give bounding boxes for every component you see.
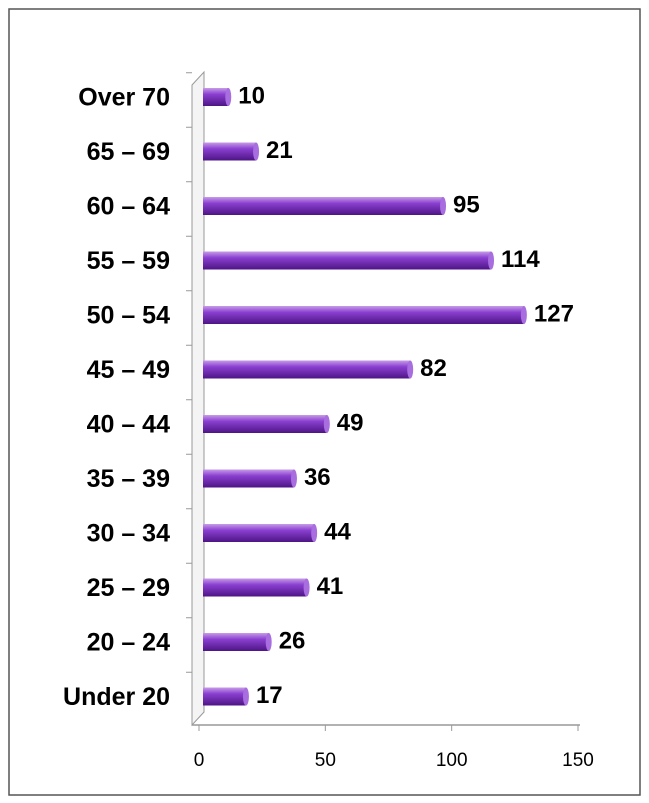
bar-cap	[311, 524, 318, 542]
bar-cap	[323, 415, 330, 433]
bar-cap	[488, 251, 495, 270]
bar-cap	[242, 687, 249, 706]
bar	[203, 306, 524, 324]
value-label: 95	[453, 191, 480, 218]
y-tick-label: 55 – 59	[87, 247, 170, 275]
value-label: 127	[534, 300, 574, 327]
bar	[203, 142, 257, 161]
bar	[203, 524, 315, 542]
bar-cap	[303, 578, 310, 597]
value-label: 82	[420, 355, 447, 382]
y-tick-label: Under 20	[63, 683, 170, 711]
bar	[203, 360, 411, 379]
y-tick-label: Over 70	[78, 84, 170, 112]
y-tick-label: 30 – 34	[87, 520, 171, 548]
value-label: 41	[317, 573, 344, 600]
bar	[203, 578, 307, 597]
bar	[203, 633, 269, 651]
bar	[203, 251, 492, 270]
bar-cap	[290, 469, 297, 488]
x-tick-label: 50	[315, 750, 336, 771]
y-tick-label: 45 – 49	[87, 356, 170, 384]
value-label: 21	[266, 137, 293, 164]
y-tick-label: 20 – 24	[87, 629, 171, 657]
value-label: 36	[304, 464, 331, 491]
x-tick-label: 100	[436, 750, 468, 771]
x-tick-label: 0	[194, 750, 205, 771]
value-label: 44	[324, 518, 351, 545]
value-label: 114	[501, 246, 540, 273]
bar	[203, 415, 327, 433]
bar	[203, 469, 294, 488]
axis-wall	[191, 70, 205, 727]
bar-cap	[225, 88, 232, 106]
value-label: 17	[256, 682, 283, 709]
bar-cap	[253, 142, 260, 161]
bar	[203, 88, 229, 106]
bar-cap	[520, 306, 527, 324]
y-tick-label: 40 – 44	[87, 411, 171, 439]
bar-cap	[440, 197, 447, 215]
y-tick-label: 35 – 39	[87, 465, 170, 493]
y-tick-label: 50 – 54	[87, 302, 171, 330]
bar-cap	[265, 633, 272, 651]
value-label: 10	[238, 82, 265, 109]
frame	[8, 8, 641, 796]
value-label: 49	[337, 409, 364, 436]
y-tick-label: 25 – 29	[87, 574, 170, 602]
bar-cap	[407, 360, 414, 379]
bar	[203, 687, 246, 706]
value-label: 26	[279, 627, 306, 654]
bar	[203, 197, 444, 215]
y-tick-label: 60 – 64	[87, 193, 171, 221]
y-tick-label: 65 – 69	[87, 138, 170, 166]
x-tick-label: 150	[562, 750, 594, 771]
